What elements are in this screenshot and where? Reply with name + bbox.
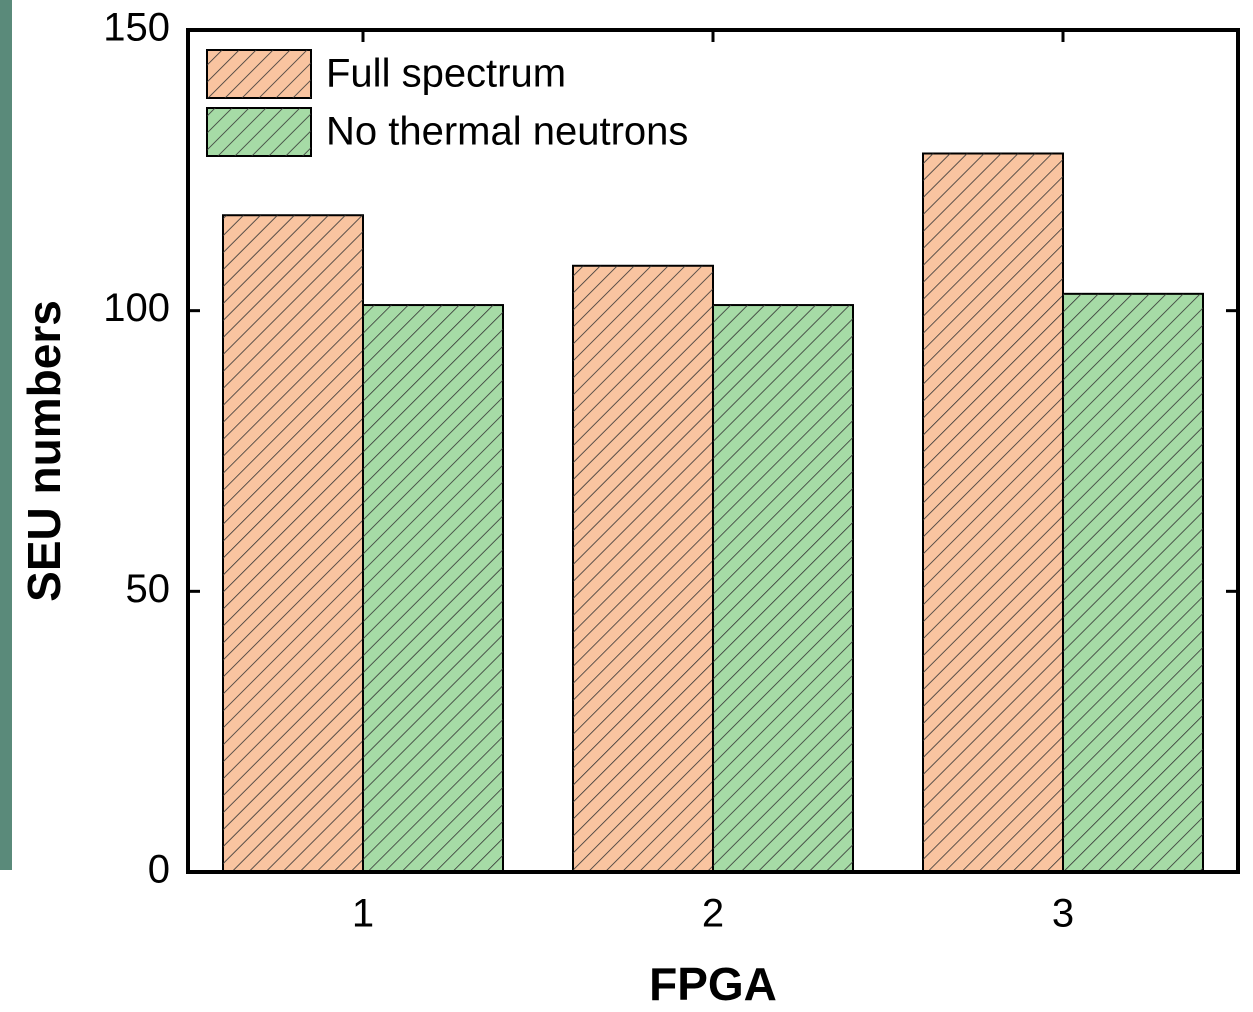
- y-tick-label: 100: [103, 286, 170, 330]
- legend-label: No thermal neutrons: [326, 110, 688, 154]
- legend-swatch-hatch: [207, 108, 311, 156]
- legend-swatch-hatch: [207, 50, 311, 98]
- x-tick-label: 3: [1052, 892, 1074, 936]
- y-tick-label: 50: [126, 567, 171, 611]
- y-tick-label: 150: [103, 6, 170, 50]
- photo-edge: [0, 0, 12, 870]
- legend-label: Full spectrum: [326, 52, 566, 96]
- bar-hatch: [713, 305, 853, 872]
- x-axis-title: FPGA: [649, 958, 777, 1010]
- bar-hatch: [363, 305, 503, 872]
- x-tick-label: 2: [702, 892, 724, 936]
- axes-frame: [186, 28, 1240, 874]
- x-tick-label: 1: [352, 892, 374, 936]
- bar-hatch: [223, 215, 363, 873]
- bar-hatch: [923, 153, 1063, 872]
- y-axis-title: SEU numbers: [18, 300, 70, 602]
- bar-hatch: [573, 265, 713, 872]
- bar-hatch: [1063, 293, 1203, 872]
- y-tick-label: 0: [148, 848, 170, 892]
